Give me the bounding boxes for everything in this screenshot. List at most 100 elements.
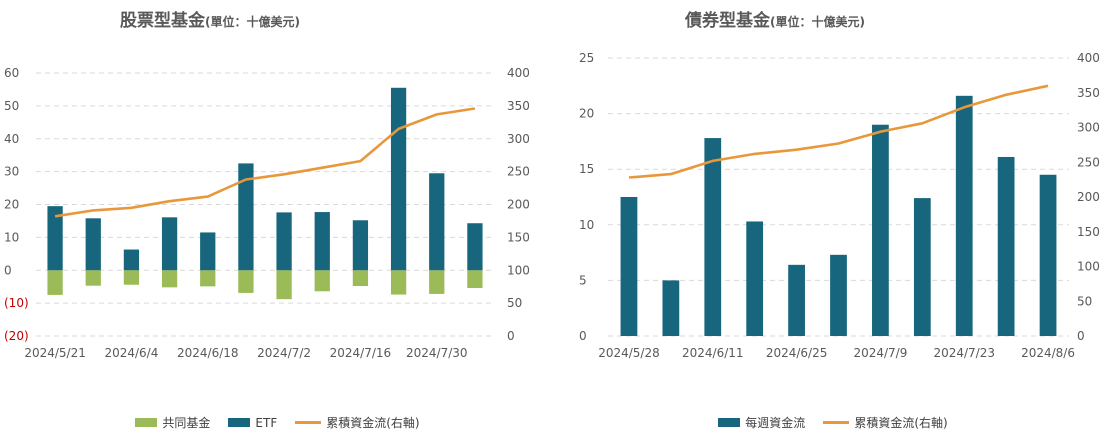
y-left-tick-label: 15 — [579, 162, 594, 176]
y-left-tick-label: 20 — [579, 107, 594, 121]
y-right-tick-label: 50 — [1077, 294, 1092, 308]
y-right-tick-label: 150 — [1077, 225, 1100, 239]
bar-mutual-fund — [161, 270, 178, 288]
legend-swatch-mutual-fund — [135, 418, 158, 427]
bar-etf — [123, 249, 140, 271]
bar-weekly-flow — [1039, 174, 1057, 336]
y-left-tick-label: 50 — [4, 99, 19, 113]
y-right-tick-label: 150 — [507, 230, 530, 244]
legend-swatch-cumulative — [823, 421, 850, 424]
bar-etf — [276, 212, 292, 271]
y-right-tick-label: 0 — [1077, 329, 1085, 343]
legend-item-cumulative: 累積資金流(右軸) — [823, 414, 948, 431]
bar-mutual-fund — [123, 270, 140, 285]
y-left-tick-label: 40 — [4, 132, 19, 146]
bar-weekly-flow — [872, 124, 889, 336]
bar-mutual-fund — [352, 270, 369, 287]
bar-etf — [352, 220, 369, 271]
bar-weekly-flow — [746, 221, 764, 336]
x-tick-label: 2024/6/18 — [177, 346, 239, 360]
line-cumulative-flow — [628, 84, 1049, 179]
legend-label-cumulative: 累積資金流(右軸) — [854, 416, 948, 430]
y-right-tick-label: 350 — [1077, 86, 1100, 100]
y-right-tick-label: 200 — [507, 198, 530, 212]
y-left-tick-label: 60 — [4, 66, 19, 80]
legend-item-mutual-fund: 共同基金 — [135, 414, 210, 431]
x-tick-label: 2024/7/2 — [257, 346, 311, 360]
bar-etf — [467, 223, 483, 271]
chart-legend: 共同基金 ETF 累積資金流(右軸) — [0, 414, 555, 431]
y-right-tick-label: 250 — [1077, 155, 1100, 169]
bar-mutual-fund — [85, 270, 101, 286]
y-left-tick-label: 25 — [579, 51, 594, 65]
bar-mutual-fund — [238, 270, 254, 293]
legend-swatch-etf — [228, 418, 251, 427]
bar-etf — [200, 232, 216, 271]
legend-label-etf: ETF — [255, 415, 278, 430]
chart-title: 債券型基金(單位：十億美元) — [555, 6, 995, 31]
legend-label-weekly-flow: 每週資金流 — [745, 416, 806, 430]
equity-chart-plot: 6050403020100(10)(20)4003503002502001501… — [4, 66, 530, 360]
bar-weekly-flow — [830, 254, 847, 336]
y-left-tick-label: 0 — [4, 263, 12, 277]
chart-title-main: 債券型基金 — [685, 11, 770, 31]
y-left-tick-label: (10) — [4, 296, 29, 310]
bar-etf — [161, 217, 178, 271]
bar-weekly-flow — [913, 198, 931, 336]
y-right-tick-label: 100 — [1077, 260, 1100, 274]
legend-swatch-weekly-flow — [718, 418, 741, 427]
bar-weekly-flow — [997, 156, 1015, 336]
x-tick-label: 2024/6/4 — [104, 346, 158, 360]
y-right-tick-label: 200 — [1077, 190, 1100, 204]
y-right-tick-label: 400 — [507, 66, 530, 80]
y-right-tick-label: 300 — [1077, 121, 1100, 135]
bar-mutual-fund — [276, 270, 292, 300]
bond-fund-chart: 債券型基金(單位：十億美元) 25 20 15 10 5 0 400 350 300 250 200… — [555, 0, 1111, 436]
y-right-tick-label: 0 — [507, 329, 515, 343]
bar-weekly-flow — [955, 95, 973, 336]
y-right-tick-label: 300 — [507, 132, 530, 146]
x-tick-label: 2024/8/6 — [1021, 346, 1075, 360]
bar-weekly-flow — [662, 280, 680, 336]
legend-swatch-cumulative — [295, 421, 322, 424]
y-right-tick-label: 100 — [507, 263, 530, 277]
bar-etf — [238, 163, 254, 271]
chart-unit: (單位：十億美元) — [770, 15, 865, 29]
legend-label-cumulative: 累積資金流(右軸) — [326, 416, 420, 430]
bar-etf — [314, 212, 330, 271]
y-left-tick-label: 20 — [4, 198, 19, 212]
bar-mutual-fund — [429, 270, 445, 294]
chart-unit: (單位：十億美元) — [205, 15, 300, 29]
y-left-tick-label: 0 — [579, 329, 587, 343]
legend-item-etf: ETF — [228, 414, 277, 431]
bar-etf — [47, 206, 63, 271]
bar-etf — [429, 173, 445, 271]
bar-mutual-fund — [200, 270, 216, 287]
chart-legend: 每週資金流 累積資金流(右軸) — [555, 414, 1111, 431]
y-left-tick-label: 30 — [4, 165, 19, 179]
bar-weekly-flow — [620, 197, 638, 336]
y-left-tick-label: 10 — [4, 230, 19, 244]
chart-title: 股票型基金(單位：十億美元) — [0, 6, 420, 31]
x-tick-label: 2024/5/21 — [24, 346, 86, 360]
line-cumulative-flow — [54, 107, 476, 218]
x-tick-label: 2024/6/25 — [766, 346, 828, 360]
x-tick-label: 2024/7/9 — [853, 346, 907, 360]
y-right-tick-label: 350 — [507, 99, 530, 113]
y-right-tick-label: 400 — [1077, 51, 1100, 65]
bar-weekly-flow — [788, 264, 805, 336]
chart-title-main: 股票型基金 — [120, 11, 205, 31]
bar-mutual-fund — [467, 270, 483, 289]
bar-mutual-fund — [47, 270, 63, 295]
legend-label-mutual-fund: 共同基金 — [162, 416, 211, 430]
x-tick-label: 2024/5/28 — [598, 346, 660, 360]
bar-mutual-fund — [314, 270, 330, 292]
bar-etf — [85, 218, 101, 271]
y-right-tick-label: 50 — [507, 296, 522, 310]
y-right-tick-label: 250 — [507, 165, 530, 179]
y-left-tick-label: (20) — [4, 329, 29, 343]
bond-chart-plot: 25201510504003503002502001501005002024/5… — [579, 51, 1100, 360]
y-left-tick-label: 10 — [579, 218, 594, 232]
legend-item-weekly-flow: 每週資金流 — [718, 414, 805, 431]
x-tick-label: 2024/7/23 — [933, 346, 995, 360]
